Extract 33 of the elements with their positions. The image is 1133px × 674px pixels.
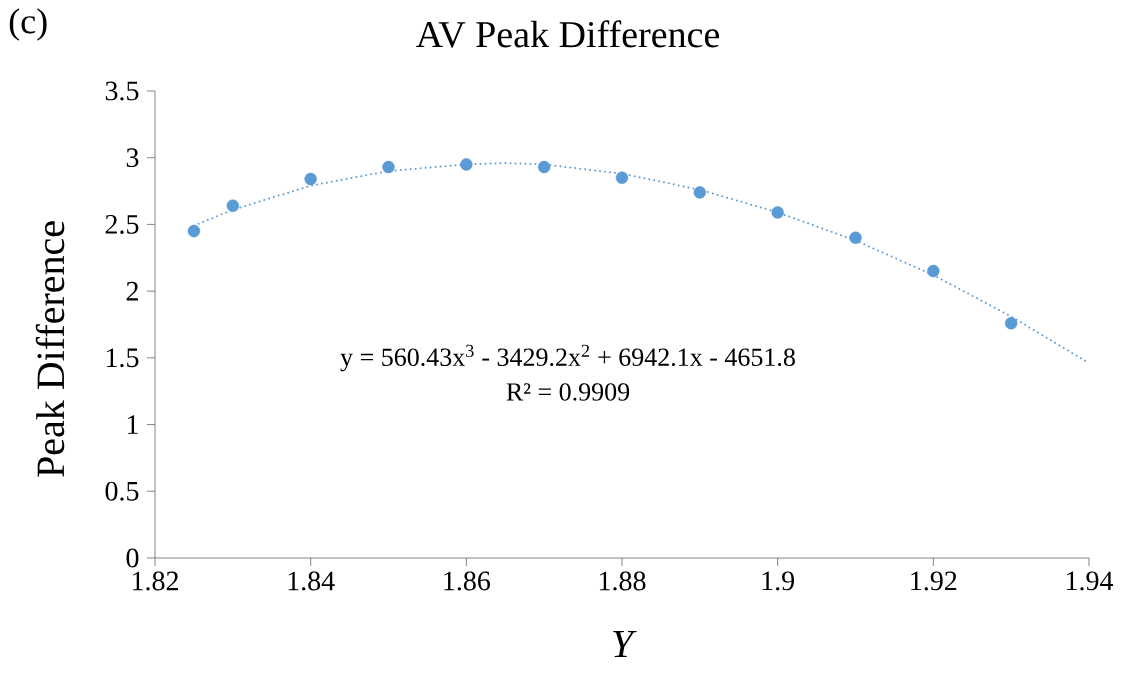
point: [382, 160, 395, 174]
point: [537, 160, 551, 174]
point: [771, 206, 784, 219]
y-axis-title: Peak Difference: [35, 221, 65, 477]
x-tick-label: 1.84: [288, 571, 335, 591]
x-tick-label: 1.88: [599, 571, 646, 591]
point: [927, 264, 940, 278]
x-tick-label: 1.9: [762, 571, 795, 591]
x-tick-label: 1.86: [444, 571, 490, 591]
y-tick-label: 1: [127, 415, 138, 434]
text: (c): [9, 8, 47, 41]
point: [304, 172, 317, 186]
y-tick-label: 0: [126, 548, 139, 568]
y-tick-label: 3: [126, 148, 139, 168]
annotation: y = 560.43x$^{3}$ - 3429.2x$^{2}$ + 6942.1x - 4651.8: [340, 344, 795, 372]
point: [226, 199, 240, 212]
y-tick-label: 3.5: [105, 81, 139, 101]
y-tick-label: 2: [126, 281, 138, 301]
y-tick-label: 1.5: [106, 348, 139, 368]
x-tick-label: 1.94: [1066, 571, 1114, 591]
x-tick-label: 1.92: [911, 571, 957, 591]
point: [615, 171, 629, 184]
y-tick-label: 2.5: [105, 214, 139, 234]
x-axis-title: Y: [613, 630, 637, 658]
point: [460, 158, 473, 171]
point: [187, 224, 201, 238]
chart-title: AV Peak Difference: [416, 20, 720, 48]
y-tick-label: 0.5: [105, 481, 139, 501]
annotation: R² = 0.9909: [506, 383, 630, 401]
x-tick-label: 1.82: [132, 571, 178, 591]
point: [693, 186, 707, 199]
point: [1004, 316, 1018, 330]
point: [849, 231, 862, 244]
